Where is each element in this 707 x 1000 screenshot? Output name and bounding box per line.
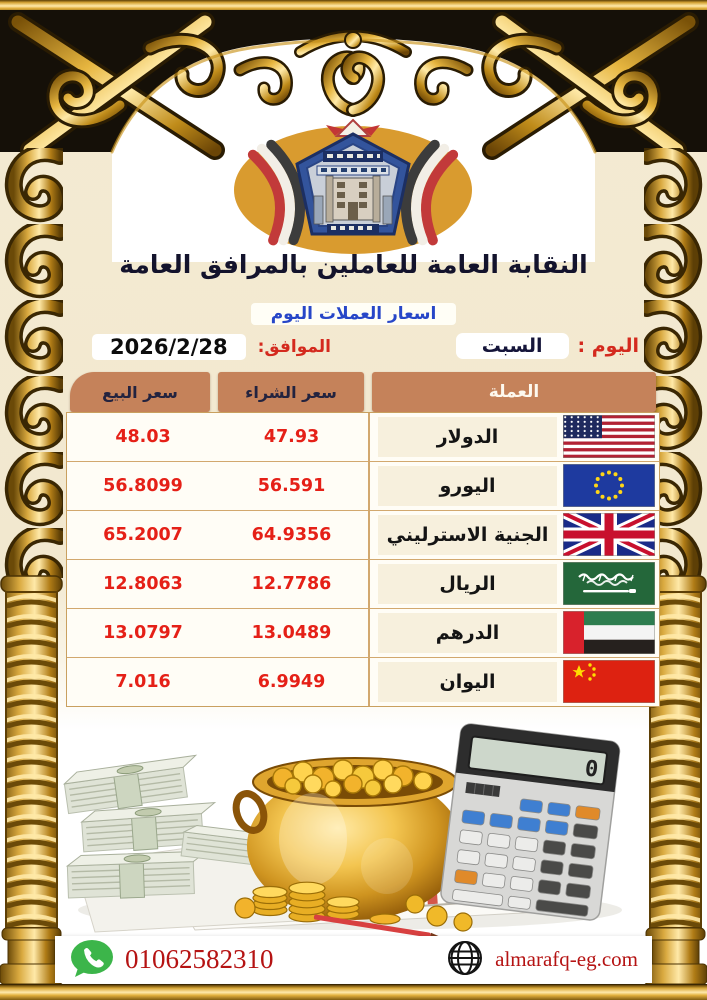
table-row-dollar: الدولار 47.93 48.03 [67, 413, 659, 462]
sell-price: 65.2007 [103, 525, 183, 545]
buy-price: 64.9356 [215, 511, 369, 559]
day-value: السبت [455, 333, 569, 359]
phone-contact: 01062582310 [69, 938, 274, 982]
date-label: الموافق: [257, 337, 331, 357]
subtitle-wrap: اسعار العملات اليوم [0, 303, 707, 325]
top-gold-bar [0, 0, 707, 13]
calculator: 0 [440, 723, 621, 921]
date-group: الموافق: 2026/2/28 [92, 334, 331, 360]
currency-cell: الدولار [369, 413, 659, 461]
uk-flag-icon [560, 508, 658, 561]
currency-name: اليورو [439, 475, 496, 497]
currency-cell: الدرهم [369, 609, 659, 657]
gold-column-left [0, 148, 63, 984]
currency-name: الريال [439, 573, 496, 595]
money-stacks [62, 754, 298, 899]
rates-table: الدولار 47.93 48.03 [66, 412, 660, 707]
day-group: اليوم : السبت [455, 333, 639, 359]
usa-flag-icon [562, 414, 656, 459]
currency-name: الدولار [436, 426, 499, 448]
phone-number: 01062582310 [125, 944, 274, 974]
date-value: 2026/2/28 [92, 334, 246, 360]
day-label: اليوم : [577, 335, 639, 357]
ornate-frame-top [0, 10, 707, 262]
website-contact: almarafq-eg.com [445, 938, 638, 982]
sell-price: 13.0797 [103, 623, 183, 643]
china-flag-icon [562, 659, 656, 704]
money-illustration: 0 [62, 723, 622, 936]
buy-price: 6.9949 [215, 658, 369, 706]
currency-name: اليوان [439, 671, 496, 693]
page-title: النقابة العامة للعاملين بالمرافق العامة [119, 250, 588, 279]
header-buy-price: سعر الشراء [218, 372, 364, 412]
sell-price: 12.8063 [103, 574, 183, 594]
sell-price: 7.016 [115, 672, 171, 692]
table-row-riyal: الريال 12.7786 12.8063 [67, 560, 659, 609]
syndicate-logo [234, 118, 472, 254]
sell-price: 48.03 [115, 427, 171, 447]
website-url: almarafq-eg.com [495, 947, 638, 971]
currency-cell: الريال [369, 560, 659, 608]
sell-price: 56.8099 [103, 476, 183, 496]
header-sell-price: سعر البيع [70, 372, 210, 412]
currency-cell: الجنية الاسترليني [369, 508, 659, 561]
table-row-dirham: الدرهم 13.0489 13.0797 [67, 609, 659, 658]
coin-stacks [234, 881, 473, 932]
table-row-pound: الجنية الاسترليني 64.9356 65.2007 [67, 508, 659, 561]
calculator-display-value: 0 [583, 756, 599, 782]
header-currency: العملة [372, 372, 656, 412]
currency-name: الجنية الاسترليني [386, 524, 549, 546]
saudi-flag-icon [562, 561, 656, 606]
buy-price: 13.0489 [215, 609, 369, 657]
buy-price: 12.7786 [215, 560, 369, 608]
currency-cell: اليورو [369, 462, 659, 510]
bottom-gold-bar [0, 984, 707, 1000]
currency-cell: اليوان [369, 658, 659, 706]
currency-name: الدرهم [435, 622, 500, 644]
subtitle: اسعار العملات اليوم [250, 303, 457, 325]
table-row-euro: اليورو 56.591 56.8099 [67, 462, 659, 511]
buy-price: 47.93 [215, 413, 369, 461]
buy-price: 56.591 [215, 462, 369, 510]
eu-flag-icon [562, 463, 656, 508]
footer-contact-bar: 01062582310 almarafq-eg.com [55, 936, 652, 983]
uae-flag-icon [562, 610, 656, 655]
whatsapp-icon [69, 938, 115, 982]
globe-icon [445, 938, 485, 982]
table-row-yuan: اليوان 6.9949 7.016 [67, 658, 659, 706]
